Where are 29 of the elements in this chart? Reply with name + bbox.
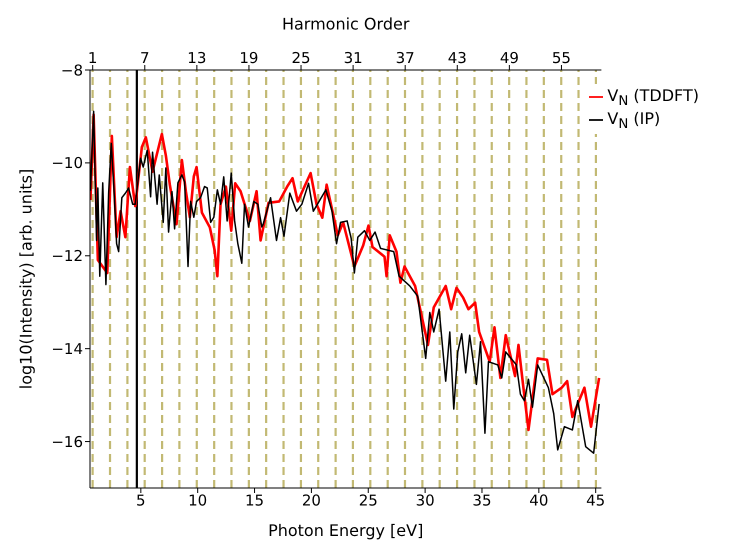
x2-tick-label: 19 — [239, 49, 258, 67]
x2-tick-label: 43 — [448, 49, 467, 67]
x-tick-label: 45 — [586, 492, 606, 510]
y-tick-label: −16 — [51, 432, 83, 451]
x-tick-label: 30 — [416, 492, 435, 510]
x2-tick-label: 55 — [552, 49, 571, 67]
y-axis-title: log10(Intensity) [arb. units] — [16, 168, 36, 390]
x2-tick-label: 49 — [500, 49, 519, 67]
x2-tick-label: 13 — [187, 49, 206, 67]
x2-tick-label: 25 — [291, 49, 311, 67]
x-tick-label: 20 — [302, 492, 321, 510]
x-tick-label: 40 — [529, 492, 548, 510]
x2-tick-label: 7 — [140, 49, 150, 67]
x-tick-label: 25 — [358, 492, 378, 510]
y-tick-label: −8 — [60, 61, 83, 80]
x-tick-label: 10 — [188, 492, 208, 510]
legend-label: V$_{N}$ (TDDFT) — [607, 86, 699, 110]
x-tick-label: 5 — [136, 492, 146, 510]
x2-tick-label: 1 — [88, 49, 98, 67]
y-tick-label: −14 — [51, 340, 83, 358]
x2-tick-label: 31 — [344, 49, 363, 67]
y-tick-label: −10 — [51, 154, 83, 172]
x-axis-title: Photon Energy [eV] — [268, 521, 424, 540]
x-tick-label: 15 — [245, 492, 264, 510]
legend-label: V$_{N}$ (IP) — [607, 109, 660, 132]
x-tick-label: 35 — [472, 492, 492, 510]
y-tick-label: −12 — [51, 247, 83, 266]
x2-tick-label: 37 — [396, 49, 415, 67]
x2-axis-title: Harmonic Order — [282, 14, 410, 34]
